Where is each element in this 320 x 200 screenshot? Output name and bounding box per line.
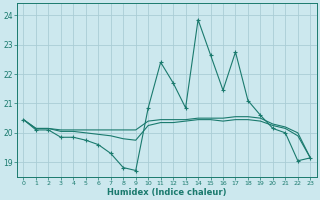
- X-axis label: Humidex (Indice chaleur): Humidex (Indice chaleur): [107, 188, 227, 197]
